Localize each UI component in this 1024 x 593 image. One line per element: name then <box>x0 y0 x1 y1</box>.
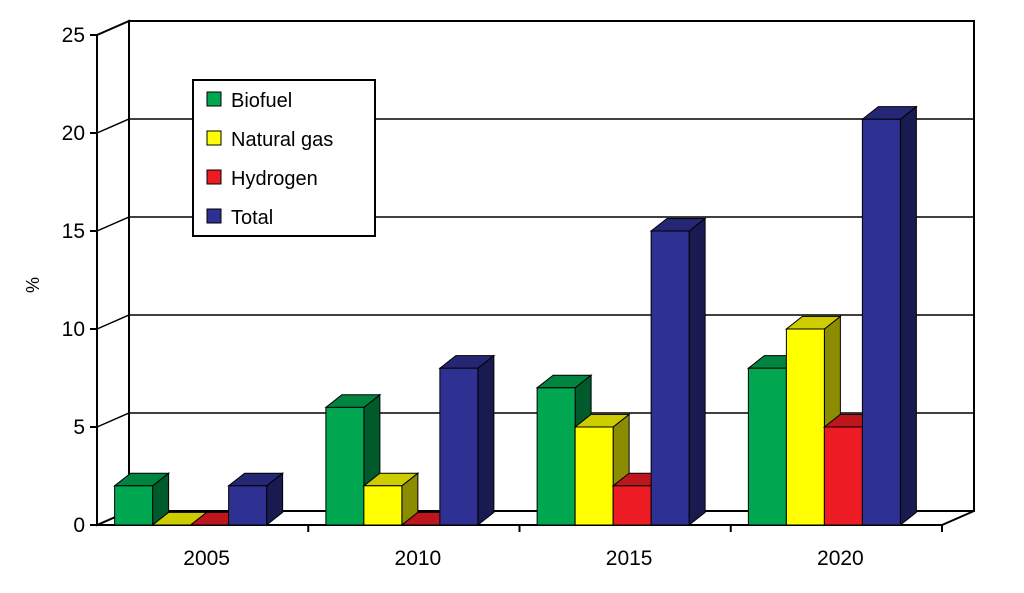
bar-front <box>574 426 614 526</box>
bar-front <box>823 426 863 526</box>
y-tick-label: 10 <box>62 318 85 341</box>
legend-swatch <box>206 169 222 185</box>
gridline-side <box>96 412 130 428</box>
gridline-side <box>96 216 130 232</box>
side-wall <box>96 19 130 527</box>
bar-front <box>650 230 690 526</box>
legend: Biofuel Natural gas Hydrogen Total <box>192 79 376 237</box>
y-tick-label: 25 <box>62 24 85 47</box>
bar-front <box>785 328 825 526</box>
x-tick-label: 2015 <box>606 547 653 570</box>
gridline-side <box>96 314 130 330</box>
legend-label: Natural gas <box>231 129 333 151</box>
x-tick-label: 2020 <box>817 547 864 570</box>
bar-natural-gas-2010 <box>362 472 420 527</box>
bar-side <box>899 105 917 527</box>
bar-front <box>363 485 403 526</box>
bar-side <box>477 354 495 527</box>
x-tick-label: 2005 <box>183 547 230 570</box>
bars <box>113 105 918 527</box>
x-tick-label: 2010 <box>395 547 442 570</box>
bar-side <box>688 217 706 527</box>
bar-front <box>536 387 576 526</box>
legend-item-total: Total <box>206 207 273 229</box>
bar-front <box>325 406 365 526</box>
y-tick-label: 0 <box>73 514 85 537</box>
bar-front <box>861 118 901 526</box>
gridline-side <box>96 118 130 134</box>
bar-front <box>747 367 787 526</box>
legend-swatch <box>206 208 222 224</box>
legend-item-hydrogen: Hydrogen <box>206 168 318 190</box>
legend-item-natural-gas: Natural gas <box>206 129 333 151</box>
legend-label: Hydrogen <box>231 168 318 190</box>
gridline-side <box>96 20 130 36</box>
y-tick-label: 15 <box>62 220 85 243</box>
legend-swatch <box>206 91 222 107</box>
bar-front <box>439 367 479 526</box>
bar-biofuel-2005 <box>113 472 171 527</box>
bar-total-2015 <box>649 217 707 527</box>
y-tick-label: 20 <box>62 122 85 145</box>
bar-front <box>612 485 652 526</box>
y-tick-labels: 0 5 10 15 20 25 <box>62 24 85 537</box>
legend-swatch <box>206 130 222 146</box>
bar-front <box>114 485 154 526</box>
x-tick-labels: 2005 2010 2015 2020 <box>183 547 863 570</box>
bar-total-2005 <box>227 472 285 527</box>
bar-front <box>228 485 268 526</box>
legend-box <box>192 79 376 237</box>
bar-total-2010 <box>438 354 496 527</box>
legend-label: Biofuel <box>231 90 292 112</box>
legend-item-biofuel: Biofuel <box>206 90 292 112</box>
bar-total-2020 <box>860 105 918 527</box>
y-axis-label: % <box>22 277 42 293</box>
y-tick-label: 5 <box>73 416 85 439</box>
legend-label: Total <box>231 207 273 229</box>
